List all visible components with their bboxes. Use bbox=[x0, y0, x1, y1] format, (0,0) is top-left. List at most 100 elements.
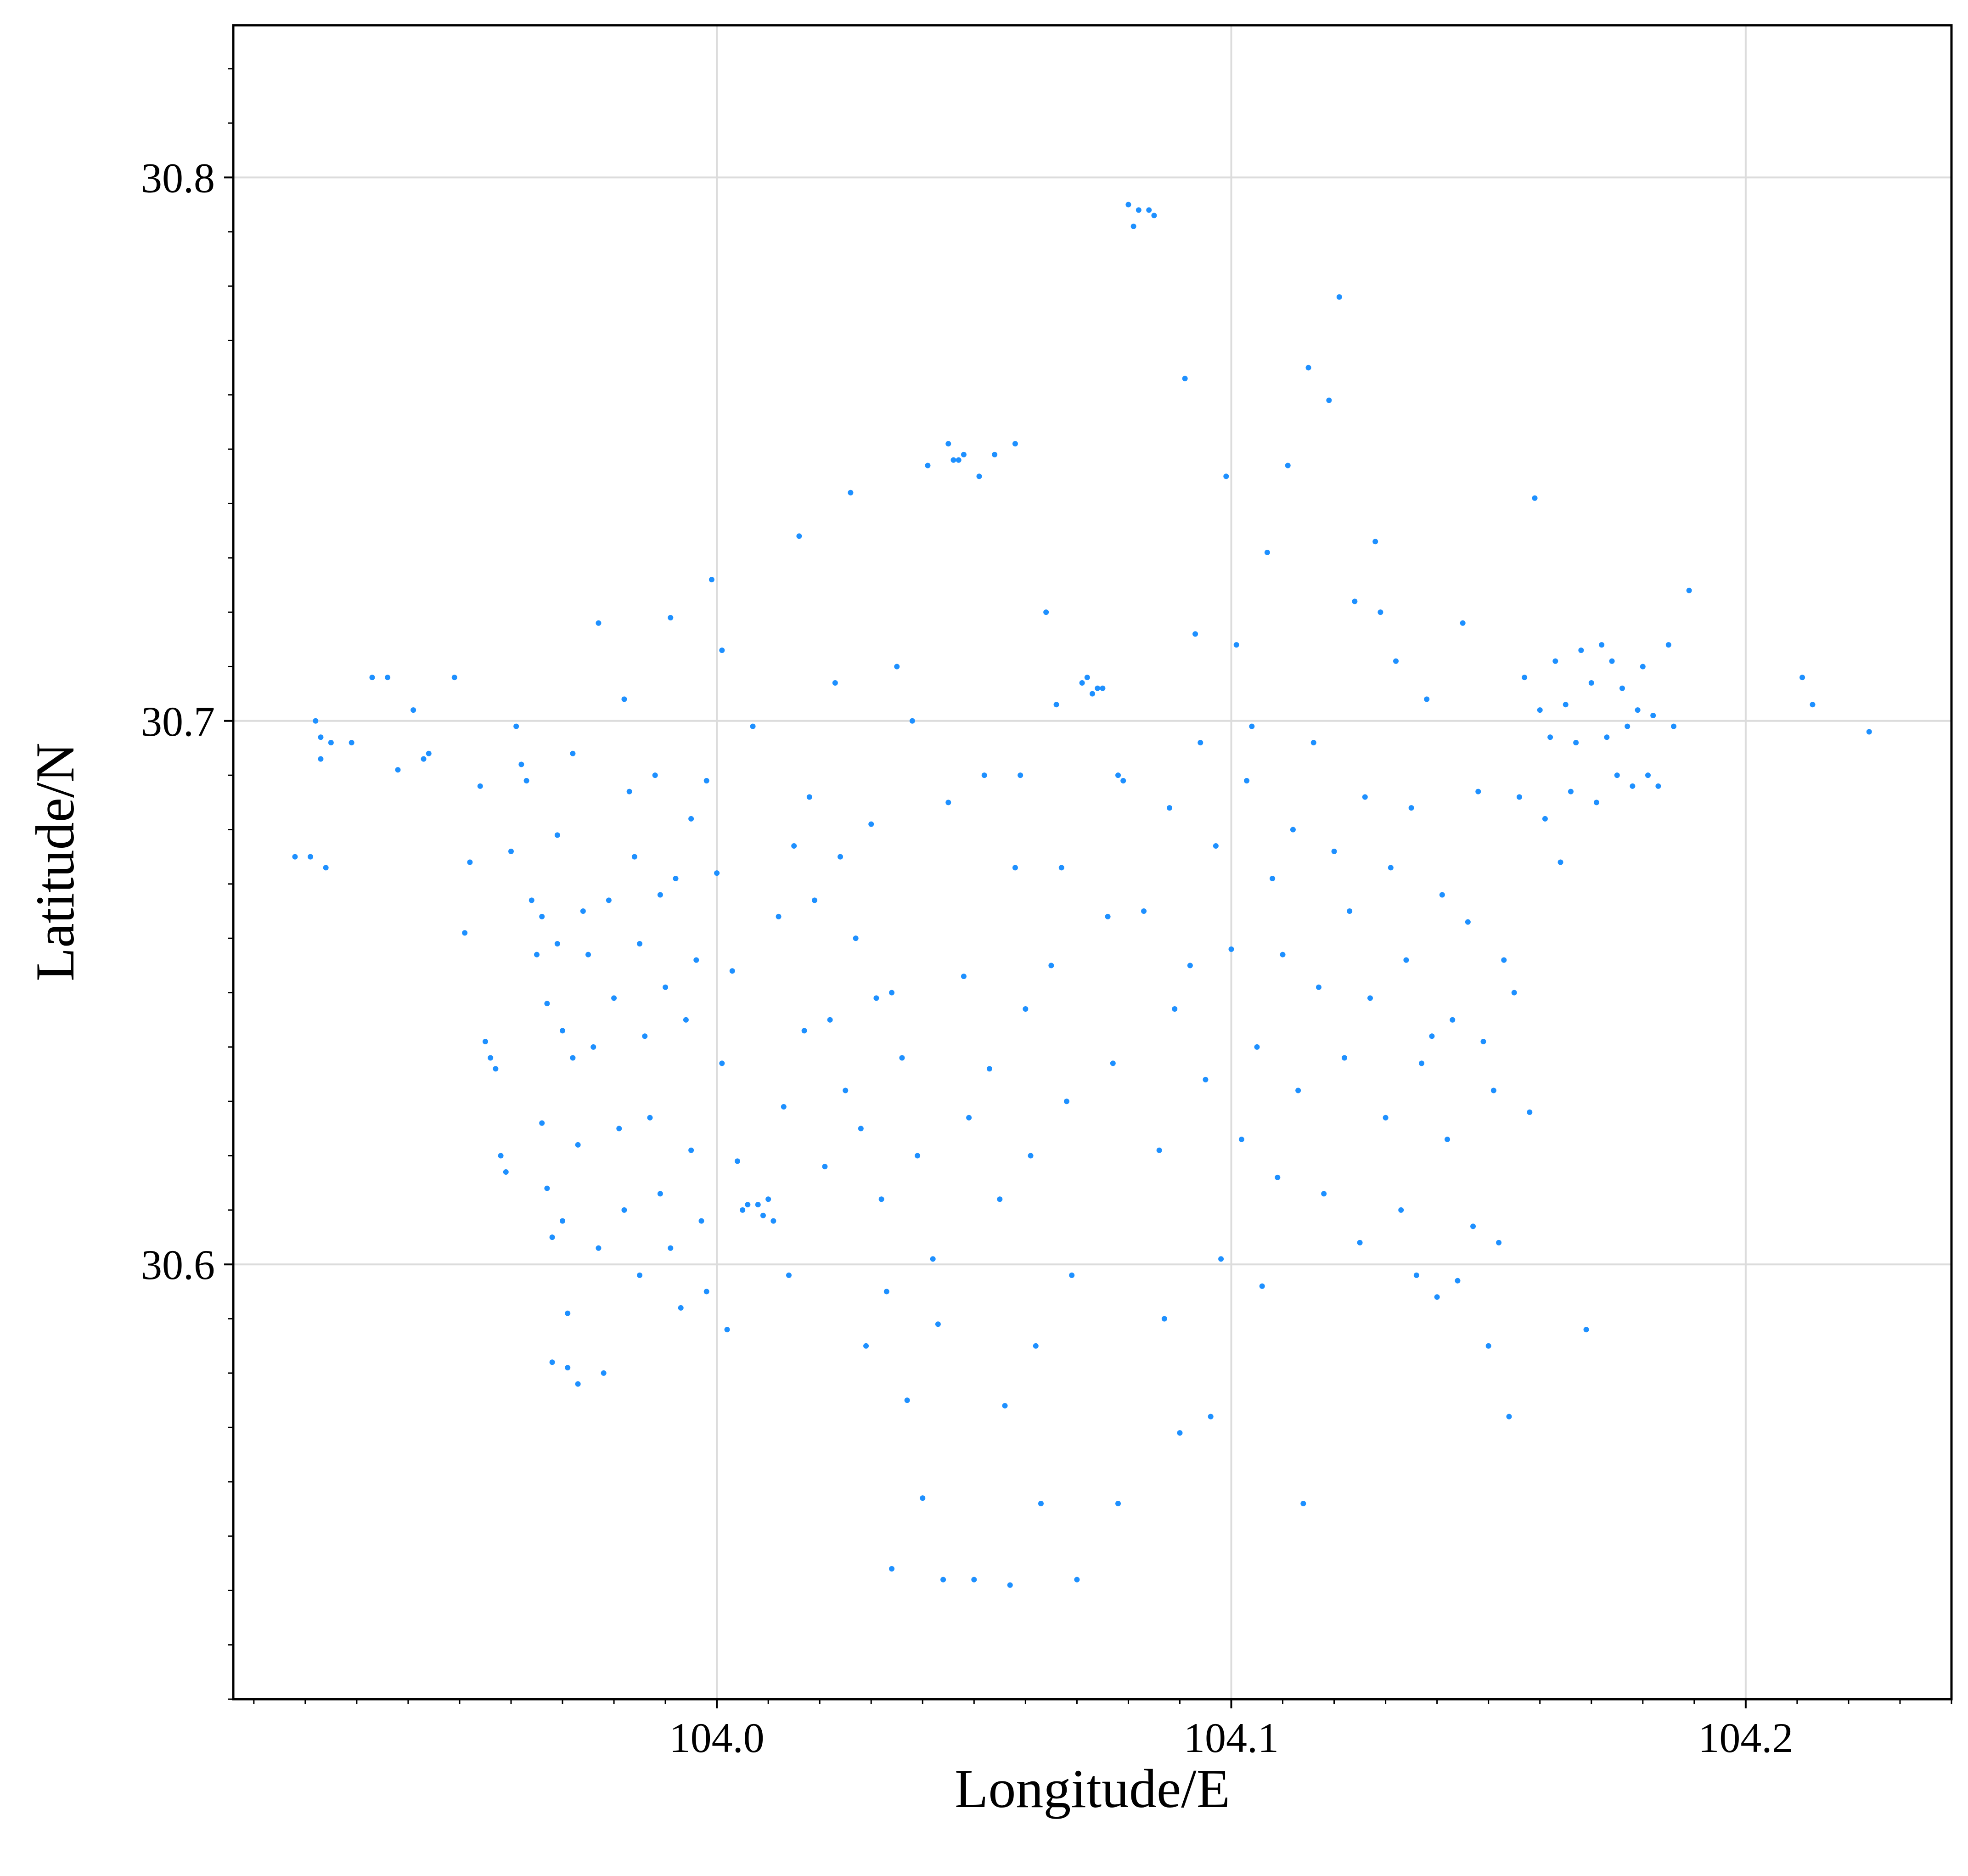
data-point bbox=[1537, 707, 1543, 713]
data-point bbox=[781, 1104, 787, 1110]
x-axis-label: Longitude/E bbox=[955, 1758, 1230, 1819]
data-point bbox=[1254, 1044, 1260, 1050]
data-point bbox=[734, 1158, 740, 1164]
data-point bbox=[606, 897, 612, 903]
data-point bbox=[1485, 1343, 1491, 1349]
grid-lines bbox=[233, 25, 1951, 1699]
data-point bbox=[1563, 702, 1569, 708]
data-point bbox=[462, 930, 468, 936]
data-point bbox=[827, 1017, 833, 1023]
data-point bbox=[1187, 963, 1193, 969]
data-point bbox=[1280, 952, 1286, 958]
data-point bbox=[657, 1191, 663, 1197]
data-point bbox=[848, 490, 854, 496]
data-point bbox=[894, 664, 900, 670]
data-point bbox=[318, 734, 324, 740]
data-point bbox=[1593, 800, 1599, 806]
data-point bbox=[508, 848, 514, 854]
data-point bbox=[1552, 658, 1558, 664]
data-point bbox=[1480, 1039, 1486, 1045]
data-point bbox=[1516, 794, 1522, 800]
data-point bbox=[1799, 675, 1805, 681]
data-point bbox=[745, 1202, 751, 1208]
data-point bbox=[1475, 789, 1481, 794]
data-point bbox=[1367, 995, 1373, 1001]
data-point bbox=[1460, 620, 1466, 626]
data-point bbox=[385, 675, 391, 681]
data-point bbox=[570, 1055, 576, 1061]
data-point bbox=[1439, 892, 1445, 898]
data-point bbox=[971, 1577, 977, 1583]
data-point bbox=[523, 777, 529, 783]
data-point bbox=[1130, 223, 1136, 229]
data-point bbox=[925, 462, 931, 468]
data-point bbox=[945, 800, 951, 806]
data-point bbox=[513, 723, 519, 729]
data-point bbox=[1161, 1316, 1167, 1322]
data-point bbox=[1084, 675, 1090, 681]
data-point bbox=[1645, 772, 1651, 778]
data-point bbox=[832, 680, 838, 686]
data-point bbox=[518, 761, 524, 767]
data-point bbox=[673, 876, 679, 882]
data-point bbox=[822, 1164, 828, 1170]
data-point bbox=[703, 777, 709, 783]
data-point bbox=[1429, 1033, 1435, 1039]
data-point bbox=[1336, 294, 1342, 300]
data-point bbox=[935, 1321, 941, 1327]
data-point bbox=[421, 756, 427, 762]
data-point bbox=[1048, 963, 1054, 969]
data-point bbox=[1063, 1099, 1069, 1104]
data-point bbox=[1671, 723, 1677, 729]
data-point bbox=[688, 816, 694, 822]
data-point bbox=[1105, 913, 1111, 919]
data-point bbox=[740, 1207, 746, 1213]
data-point bbox=[1810, 702, 1816, 708]
data-point bbox=[765, 1196, 771, 1202]
data-point bbox=[642, 1033, 648, 1039]
data-point bbox=[1074, 1577, 1080, 1583]
tick-labels: 104.0 104.1 104.2 30.6 30.7 30.8 bbox=[141, 154, 1793, 1761]
data-point bbox=[544, 1001, 550, 1007]
data-point bbox=[729, 968, 735, 974]
data-point bbox=[369, 675, 375, 681]
y-tick-label: 30.6 bbox=[141, 1241, 215, 1288]
data-point bbox=[1198, 740, 1203, 746]
data-point bbox=[1110, 1060, 1116, 1066]
data-point bbox=[899, 1055, 905, 1061]
data-point bbox=[565, 1310, 571, 1316]
data-point bbox=[961, 451, 967, 457]
data-point bbox=[1203, 1076, 1209, 1082]
data-point bbox=[703, 1289, 709, 1295]
data-point bbox=[1588, 680, 1594, 686]
data-point bbox=[1043, 609, 1049, 615]
data-point bbox=[1655, 783, 1661, 789]
data-point bbox=[1604, 734, 1610, 740]
data-point bbox=[920, 1495, 926, 1501]
data-point bbox=[585, 952, 591, 958]
data-point bbox=[1352, 598, 1358, 604]
data-point bbox=[1167, 805, 1173, 811]
data-point bbox=[1079, 680, 1085, 686]
data-point bbox=[328, 740, 334, 746]
data-point bbox=[1182, 376, 1188, 382]
data-point bbox=[1146, 207, 1152, 213]
data-point bbox=[1275, 1174, 1281, 1180]
data-point bbox=[621, 1207, 627, 1213]
data-point bbox=[1496, 1239, 1502, 1245]
data-point bbox=[1578, 647, 1584, 653]
data-point bbox=[1347, 908, 1353, 914]
data-point bbox=[1090, 691, 1095, 697]
data-point bbox=[410, 707, 416, 713]
data-point bbox=[1058, 865, 1064, 871]
data-point bbox=[652, 772, 658, 778]
data-point bbox=[812, 897, 818, 903]
data-point bbox=[688, 1147, 694, 1153]
data-point bbox=[1527, 1109, 1533, 1115]
data-point bbox=[668, 1245, 674, 1251]
data-point bbox=[1383, 1115, 1389, 1121]
data-point bbox=[1686, 587, 1692, 593]
data-point bbox=[873, 995, 879, 1001]
